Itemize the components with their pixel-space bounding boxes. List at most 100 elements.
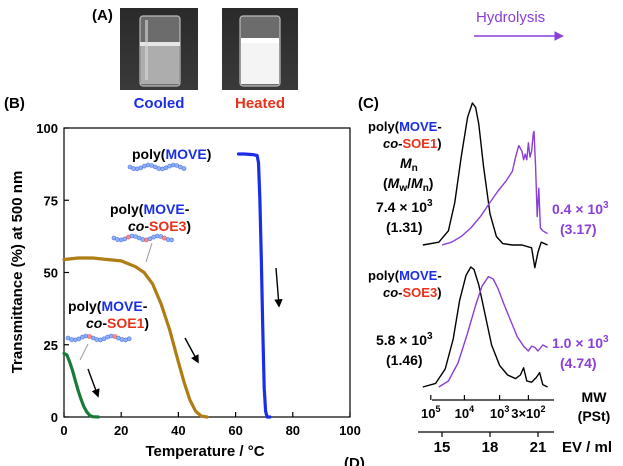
b-y-tick-label: 75 <box>44 193 58 208</box>
mw-axis-ticks: 105 104 103 3×102 <box>421 395 546 421</box>
chain-bead <box>126 336 132 342</box>
b-y-axis-title: Transmittance (%) at 500 nm <box>9 171 26 374</box>
leader-soe3 <box>145 242 153 263</box>
c-top-l1-b: MOVE <box>399 119 438 134</box>
chain-bead <box>169 237 174 243</box>
c-top-l2-a: co <box>383 136 398 151</box>
c-bottom-before-pdi: (1.46) <box>386 352 423 368</box>
label-soe3-line2: co-SOE3) <box>128 218 191 234</box>
b-y-tick-label: 50 <box>44 266 58 281</box>
c-bot-l1-c: - <box>437 268 441 283</box>
label-soe1-l2-b: - <box>102 315 107 331</box>
c-bottom-before-mn: 5.8 × 103 <box>376 331 433 348</box>
label-soe1-line2: co-SOE1) <box>86 315 149 331</box>
label-soe1-l2-c: SOE1 <box>107 315 145 331</box>
c-bot-l1-b: MOVE <box>399 268 438 283</box>
panel-b: (B) 0 20 40 60 80 100 0 25 50 75 100 Temperature /… <box>4 95 361 460</box>
mw-tick-base: 3×10 <box>511 406 540 421</box>
transmittance-series <box>62 152 272 419</box>
c-bot-l2-b: - <box>398 285 402 300</box>
mw-tick-base: 10 <box>490 406 504 421</box>
b-x-tick-label: 80 <box>286 423 300 438</box>
mw-tick-base: 10 <box>455 406 469 421</box>
c-bot-after-mn-base: 1.0 × 10 <box>552 335 603 351</box>
c-top-after-mn-exp: 3 <box>603 200 609 211</box>
arrow-soe1 <box>87 368 100 398</box>
label-soe1-l1-a: poly( <box>68 298 102 314</box>
gpc-trace-3 <box>422 266 548 388</box>
mw-axis-unit: (PSt) <box>578 408 611 424</box>
arrow-poly-move <box>274 267 283 308</box>
c-bottom-after-pdi: (4.74) <box>560 355 597 371</box>
vial-photo-cooled <box>120 8 198 90</box>
c-top-before-mn: 7.4 × 103 <box>376 198 433 215</box>
b-x-tick-label: 60 <box>228 423 242 438</box>
chain-bead <box>122 236 128 242</box>
c-bot-l2-d: ) <box>437 285 441 300</box>
ev-tick-label: 18 <box>482 439 499 456</box>
c-bot-l2-a: co <box>383 285 398 300</box>
ev-axis-label: EV / ml <box>562 439 612 456</box>
gpc-trace-1 <box>422 102 548 269</box>
ratio-l-slash: / <box>407 175 411 191</box>
panel-d-label: (D) <box>344 455 365 466</box>
panel-c: (C) Hydrolysis poly(MOVE- co-SOE1) Mn (M… <box>344 9 612 466</box>
mw-tick-exp: 3 <box>504 404 509 414</box>
cooled-caption: Cooled <box>134 95 185 112</box>
polymer-chain-cartoons <box>65 162 187 343</box>
c-top-l1-c: - <box>437 119 441 134</box>
label-soe1-l1-b: MOVE <box>101 298 142 314</box>
chain-bead <box>101 336 107 342</box>
chain-bead <box>181 166 187 171</box>
b-x-axis-title: Temperature / °C <box>145 443 264 460</box>
c-top-after-mn: 0.4 × 103 <box>552 200 609 217</box>
chain-bead <box>163 165 169 171</box>
label-soe1-l2-d: ) <box>144 315 149 331</box>
label-soe3-line1: poly(MOVE- <box>110 201 190 217</box>
label-soe3-l2-a: co <box>128 218 145 234</box>
transmittance-axes <box>63 127 351 418</box>
mw-tick-label: 105 <box>421 404 440 421</box>
b-x-tick-label: 100 <box>339 423 361 438</box>
label-soe3-l2-b: - <box>144 218 149 234</box>
panel-a: (A) Cooled Heated <box>92 7 298 112</box>
ratio-l-close: ) <box>429 175 434 191</box>
mn-label-m: M <box>400 155 412 171</box>
chain-poly-move <box>127 162 187 172</box>
chain-bead <box>138 165 144 171</box>
chain-soe3 <box>111 233 174 243</box>
label-soe3-l1-a: poly( <box>110 201 144 217</box>
chain-bead <box>76 336 82 342</box>
b-y-tick-label: 100 <box>36 121 58 136</box>
label-soe3-l2-c: SOE3 <box>149 218 187 234</box>
label-soe1-line1: poly(MOVE- <box>68 298 148 314</box>
c-top-before-mn-exp: 3 <box>427 198 433 209</box>
c-bot-l2-c: SOE3 <box>403 285 438 300</box>
panel-c-label: (C) <box>358 95 379 112</box>
label-poly-move-name: MOVE <box>165 146 206 162</box>
mw-tick-exp: 4 <box>469 404 474 414</box>
ratio-l-open: ( <box>383 175 388 191</box>
gpc-trace-4 <box>438 275 548 388</box>
panel-a-label: (A) <box>92 7 113 24</box>
ratio-label: (Mw/Mn) <box>383 175 433 194</box>
b-x-tick-label: 20 <box>114 423 128 438</box>
label-soe3-l2-d: ) <box>186 218 191 234</box>
c-bot-after-mn-exp: 3 <box>603 334 609 345</box>
gpc-trace-2 <box>441 130 548 246</box>
c-top-l2-c: SOE1 <box>403 136 438 151</box>
label-soe1-l1-c: - <box>143 298 148 314</box>
ev-tick-label: 15 <box>434 439 451 456</box>
c-top-before-pdi: (1.31) <box>386 219 423 235</box>
ev-tick-label: 21 <box>530 439 547 456</box>
c-bot-l1-a: poly( <box>368 268 400 283</box>
hydrolysis-label: Hydrolysis <box>476 9 545 26</box>
mw-tick-exp: 2 <box>541 404 546 414</box>
b-x-tick-label: 0 <box>60 423 67 438</box>
chain-soe1 <box>65 333 132 343</box>
b-x-tick-label: 40 <box>171 423 185 438</box>
mw-tick-label: 103 <box>490 404 509 421</box>
mw-axis-label: MW <box>582 389 608 405</box>
panel-b-label: (B) <box>4 95 25 112</box>
mw-tick-label: 3×102 <box>511 404 545 421</box>
